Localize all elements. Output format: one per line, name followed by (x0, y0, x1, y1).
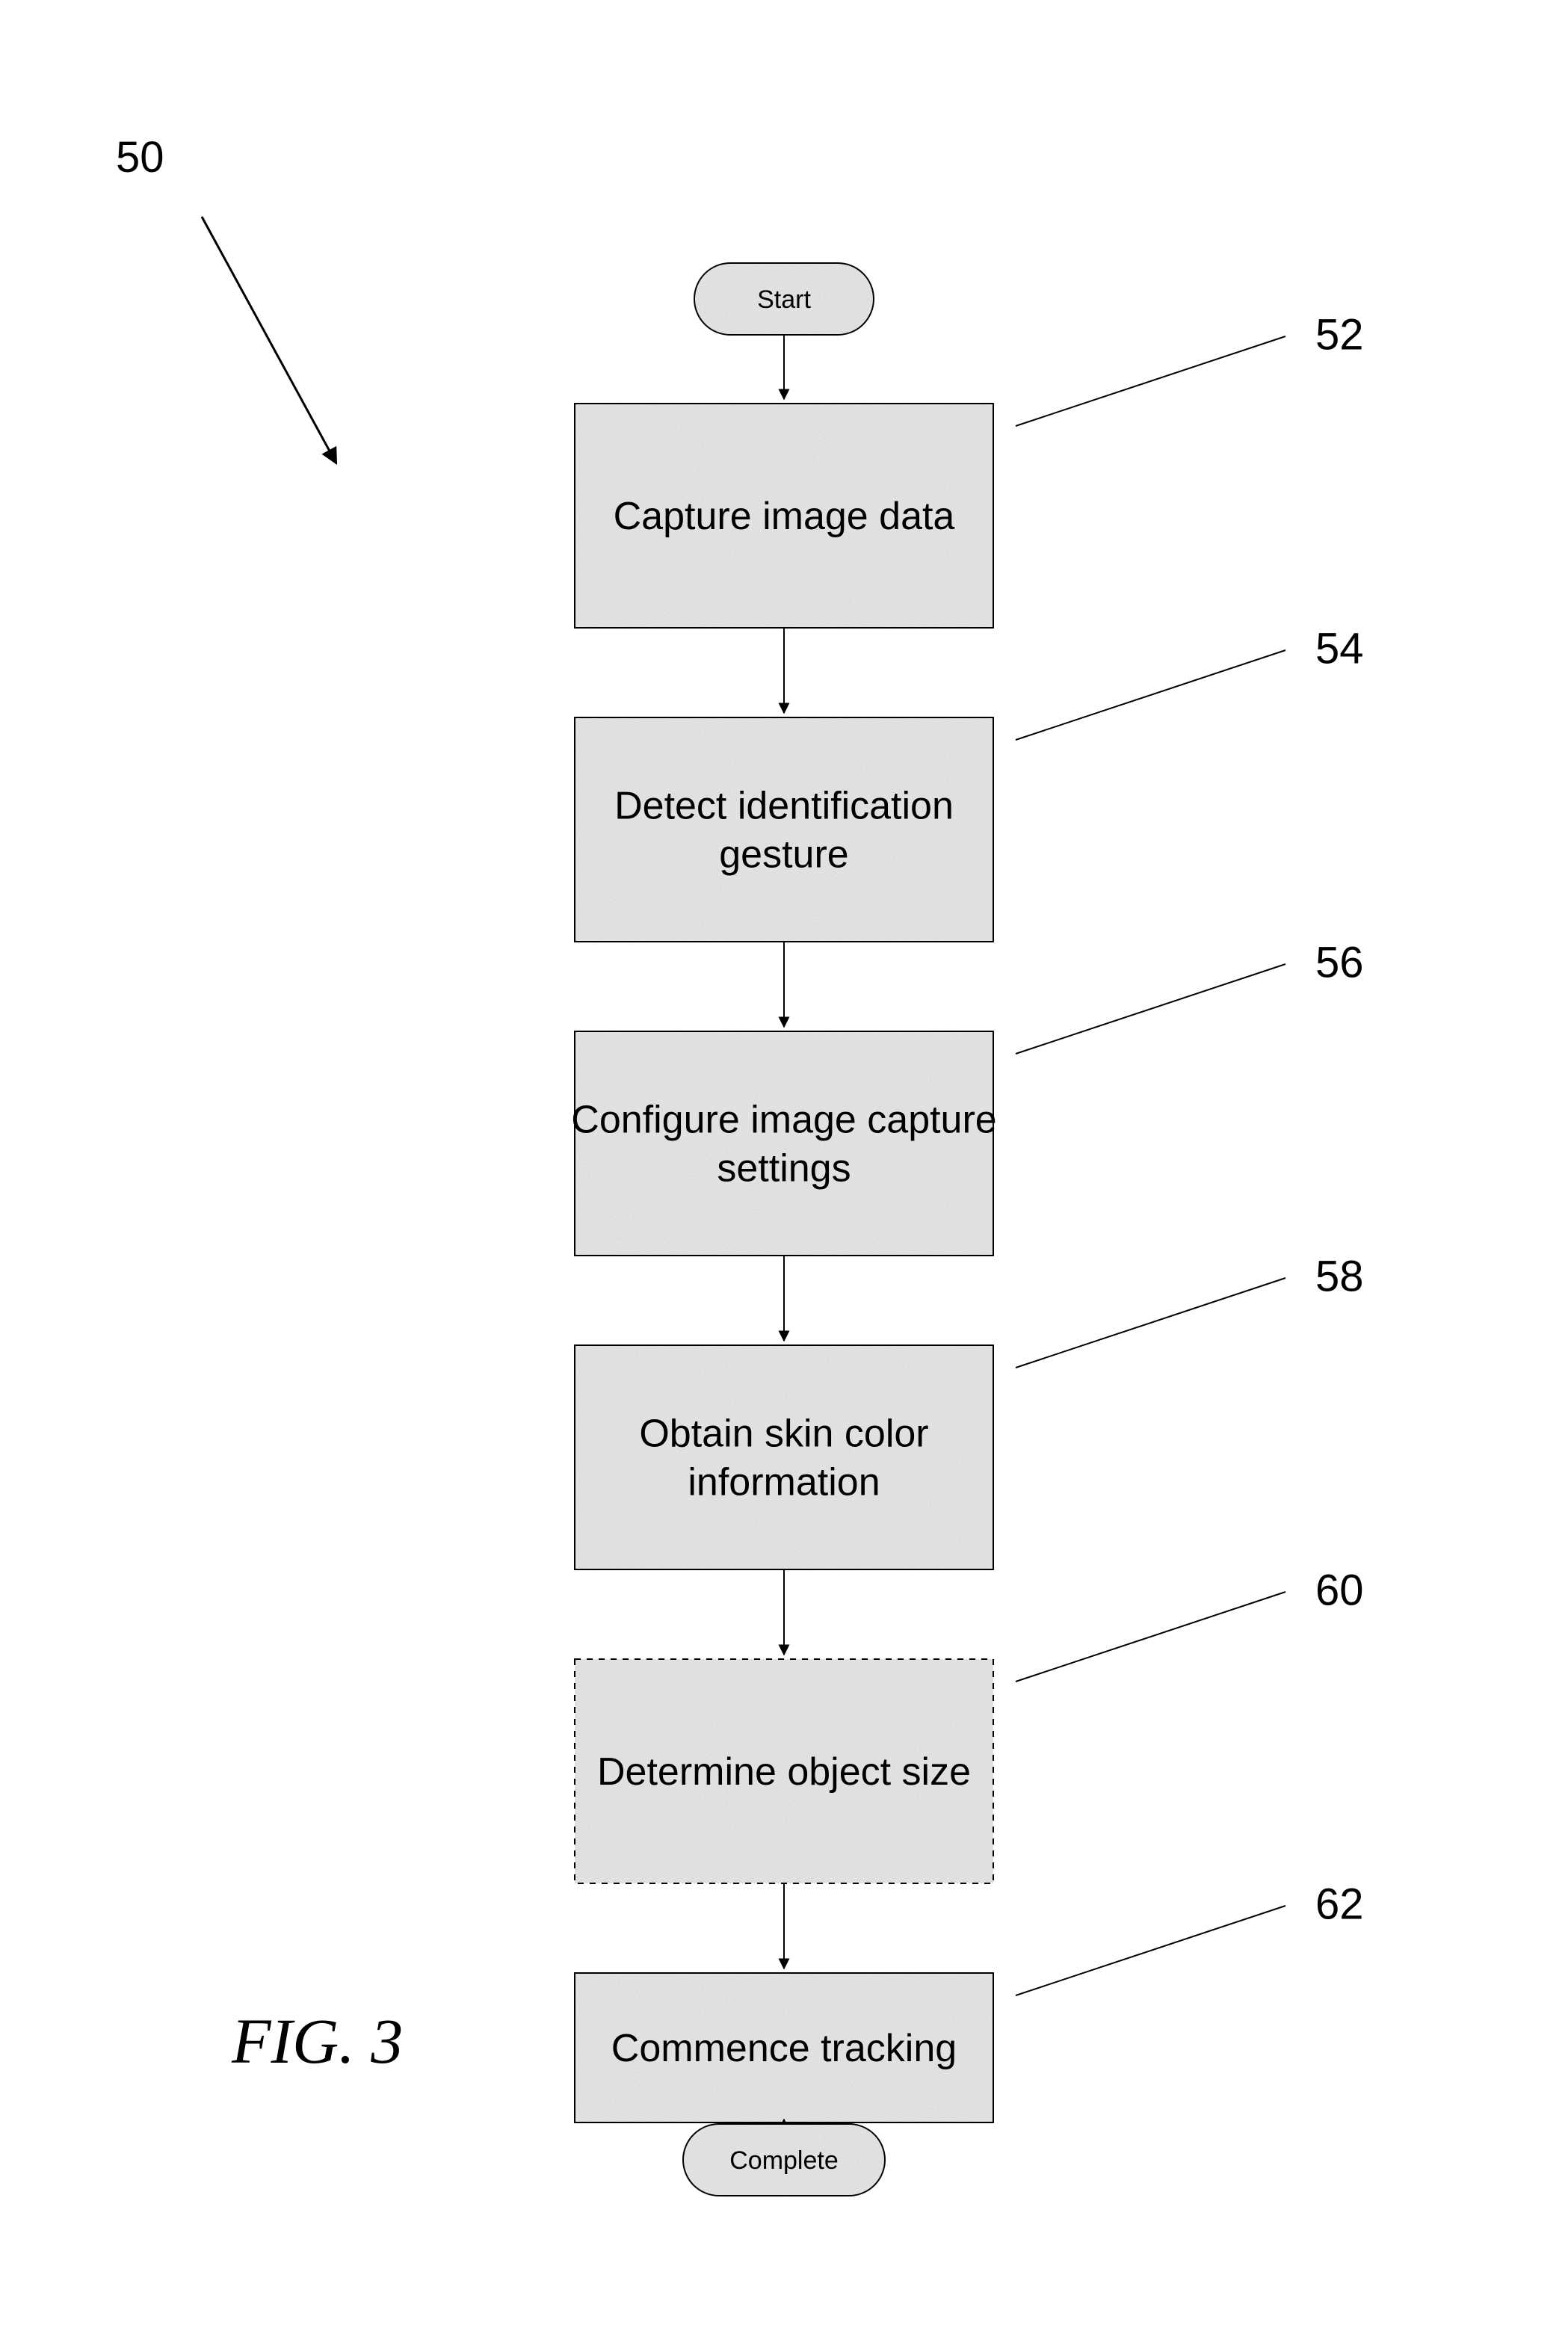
step-detect-label-0: Detect identification (614, 785, 954, 828)
pointer-label-50: 50 (116, 133, 164, 182)
start-terminal-label: Start (757, 285, 811, 314)
callout-label-size: 60 (1315, 1566, 1364, 1614)
complete-terminal-label: Complete (729, 2146, 839, 2175)
step-track-label-0: Commence tracking (611, 2027, 957, 2070)
callout-label-capture: 52 (1315, 310, 1364, 359)
figure-title: FIG. 3 (231, 2005, 403, 2077)
step-detect-label-1: gesture (719, 833, 848, 877)
callout-label-configure: 56 (1315, 938, 1364, 987)
step-configure-label-1: settings (717, 1147, 851, 1191)
step-configure-label-0: Configure image capture (571, 1099, 996, 1142)
callout-label-track: 62 (1315, 1880, 1364, 1928)
flowchart-diagram: Start Capture image data 52 Detect identifi… (0, 0, 1568, 2331)
callout-label-detect: 54 (1315, 624, 1364, 673)
step-detect (575, 717, 993, 942)
step-configure (575, 1031, 993, 1256)
step-skin-label-1: information (688, 1461, 880, 1504)
step-skin (575, 1345, 993, 1569)
step-capture-label-0: Capture image data (614, 495, 955, 538)
step-size-label-0: Determine object size (597, 1750, 971, 1794)
callout-label-skin: 58 (1315, 1252, 1364, 1300)
step-skin-label-0: Obtain skin color (639, 1413, 928, 1456)
